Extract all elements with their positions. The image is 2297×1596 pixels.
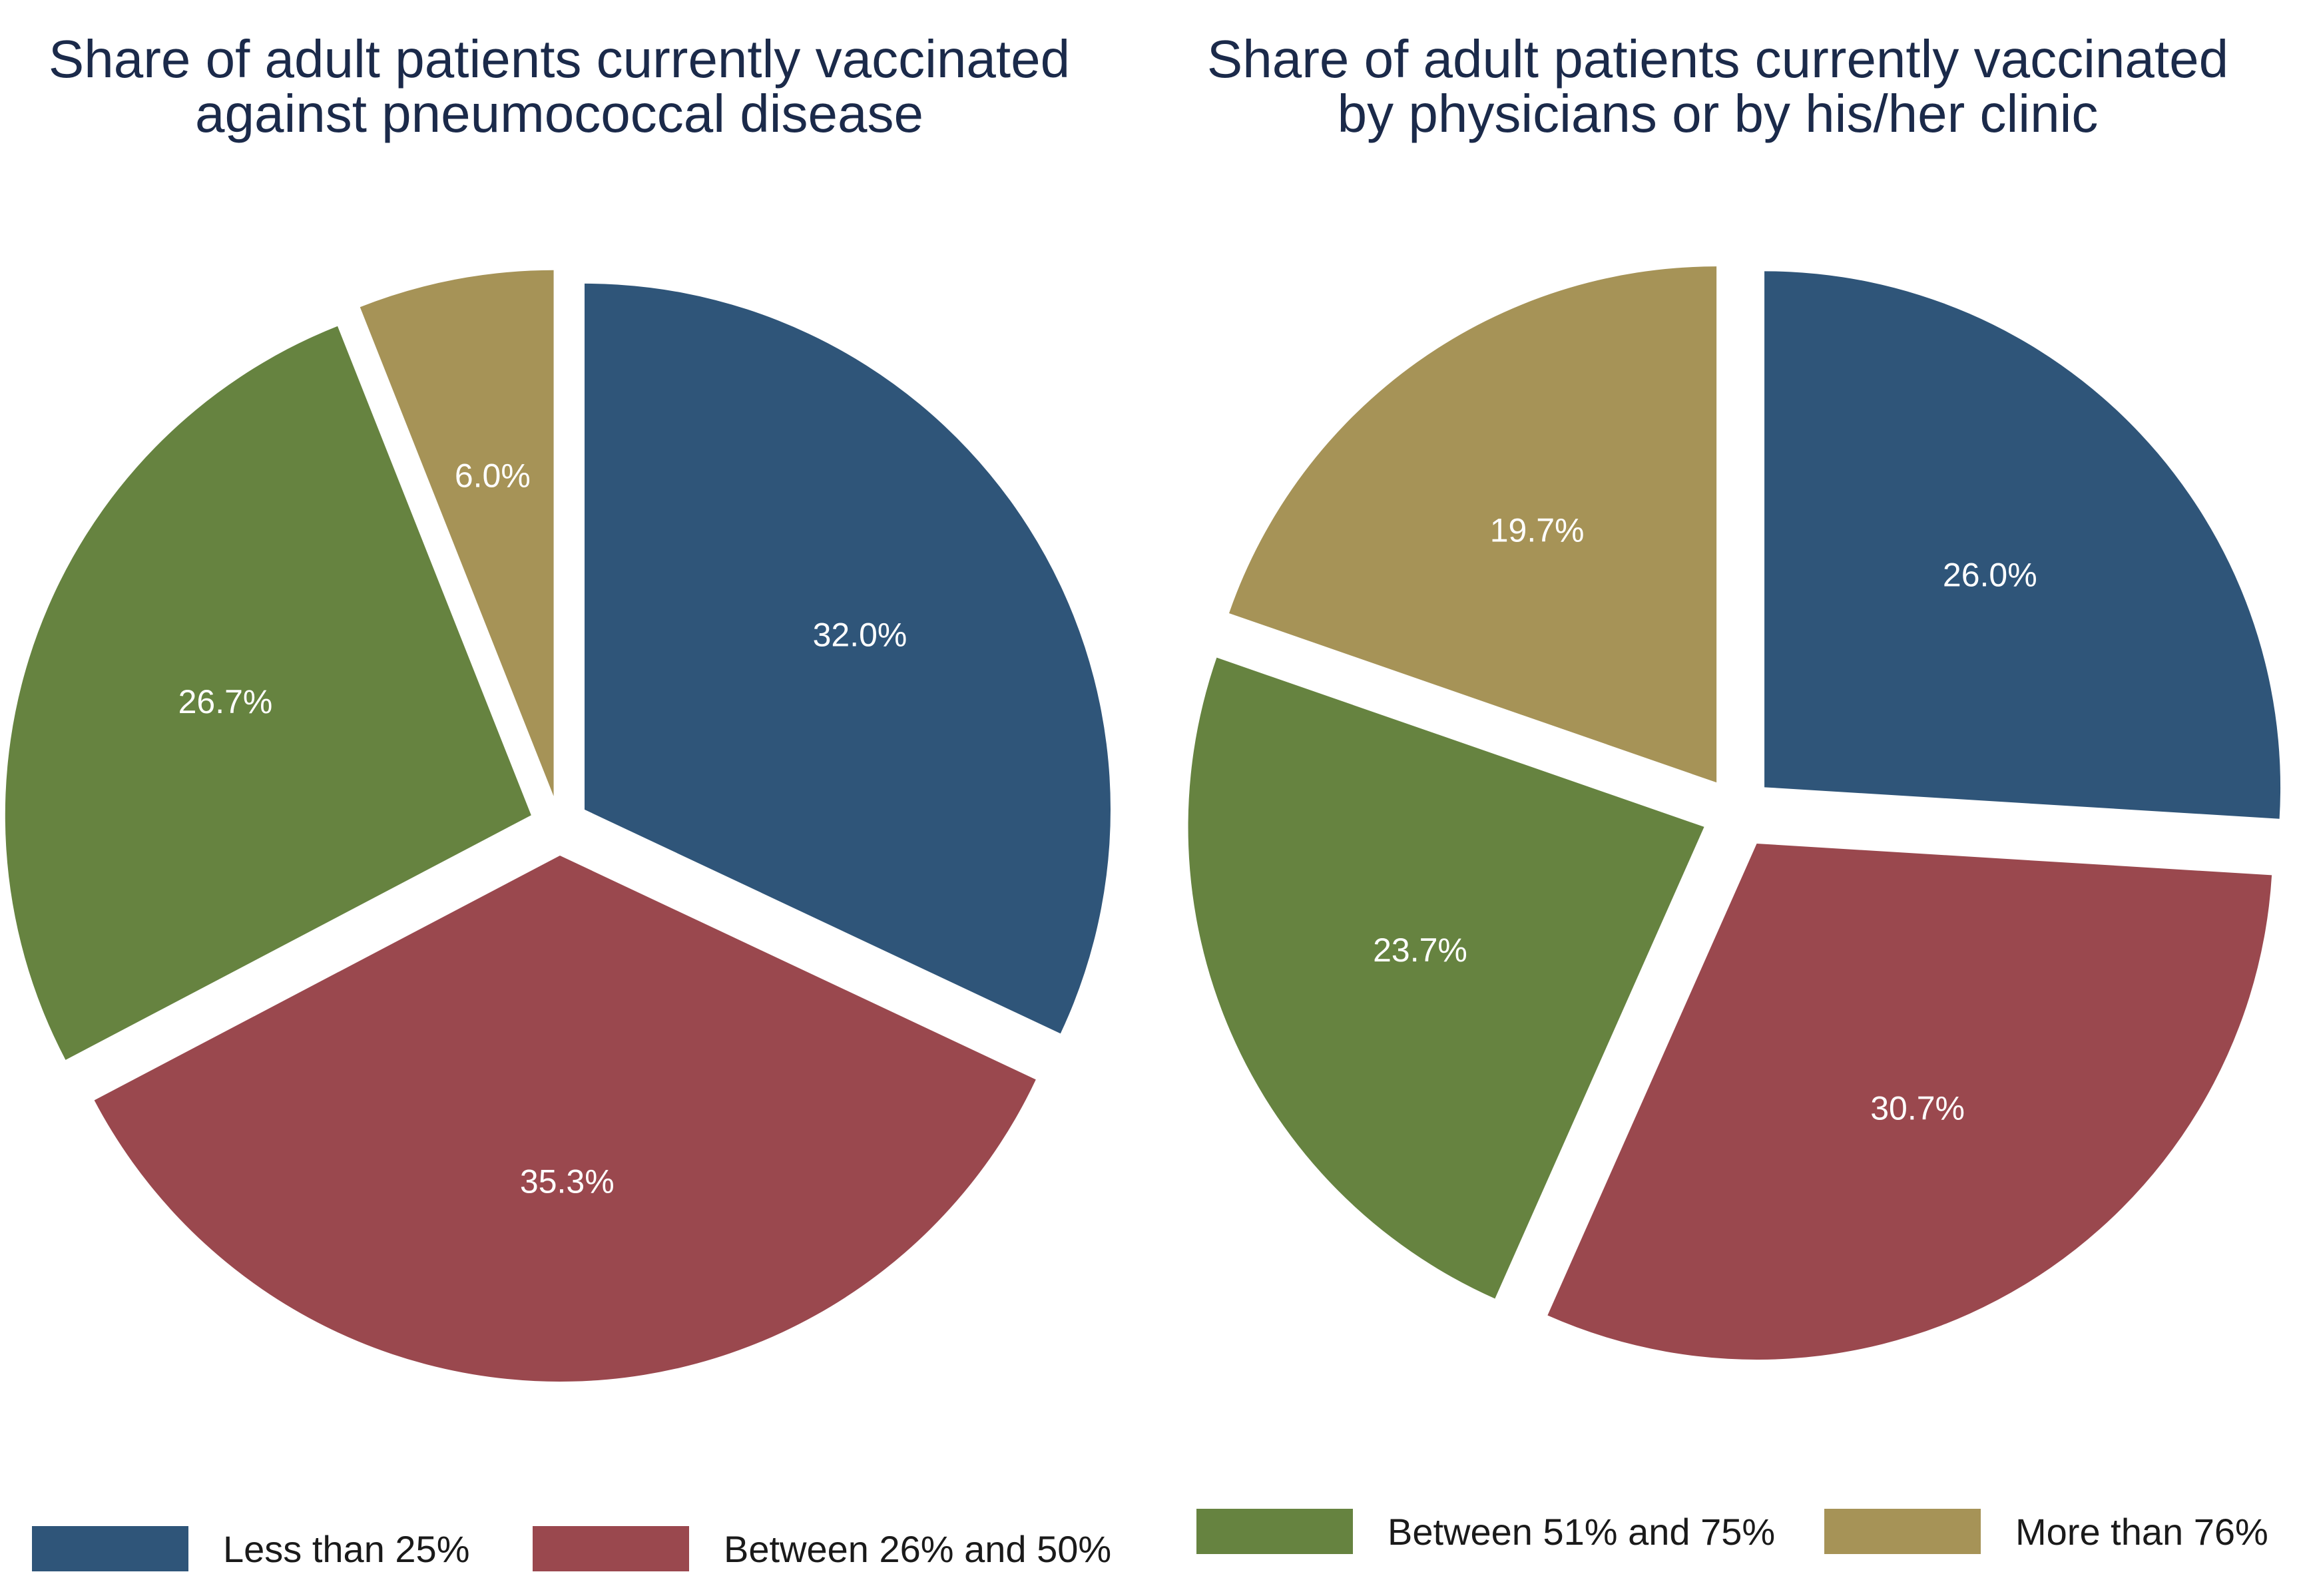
pie-right-slice-between-26-50 bbox=[1547, 844, 2272, 1360]
left-chart-title-line1: Share of adult patients currently vaccin… bbox=[48, 29, 1071, 89]
legend-swatch-less-than-25 bbox=[32, 1526, 188, 1571]
legend-swatch-between-51-75 bbox=[1196, 1509, 1353, 1554]
legend-item-between-51-75: Between 51% and 75% bbox=[1196, 1509, 1775, 1554]
pie-left-label-more-than-76: 6.0% bbox=[455, 457, 531, 495]
pie-left-label-between-51-75: 26.7% bbox=[178, 683, 273, 720]
pie-right-label-more-than-76: 19.7% bbox=[1490, 511, 1585, 549]
pie-left-label-between-26-50: 35.3% bbox=[520, 1163, 615, 1200]
pie-right-slice-less-than-25 bbox=[1764, 271, 2281, 819]
pie-left-slice-between-51-75 bbox=[5, 326, 531, 1060]
pie-right-slice-between-51-75 bbox=[1188, 657, 1704, 1299]
legend-swatch-more-than-76 bbox=[1824, 1509, 1981, 1554]
legend-item-less-than-25: Less than 25% bbox=[32, 1526, 469, 1571]
left-chart-title: Share of adult patients currently vaccin… bbox=[13, 32, 1105, 141]
legend-label-more-than-76: More than 76% bbox=[2015, 1510, 2268, 1553]
pie-chart-right: 26.0% 30.7% 23.7% 19.7% bbox=[1188, 266, 2281, 1360]
pie-right-label-less-than-25: 26.0% bbox=[1943, 557, 2037, 594]
legend-label-between-26-50: Between 26% and 50% bbox=[724, 1527, 1112, 1570]
pie-left-slice-less-than-25 bbox=[584, 283, 1111, 1034]
legend-item-between-26-50: Between 26% and 50% bbox=[533, 1526, 1111, 1571]
pie-right-label-between-51-75: 23.7% bbox=[1373, 931, 1467, 969]
legend-label-between-51-75: Between 51% and 75% bbox=[1388, 1510, 1776, 1553]
left-chart-title-line2: against pneumococcal disease bbox=[194, 84, 924, 143]
pie-left-label-less-than-25: 32.0% bbox=[813, 616, 907, 653]
pie-right-slice-more-than-76 bbox=[1229, 266, 1717, 783]
right-chart-title-line2: by physicians or by his/her clinic bbox=[1337, 84, 2099, 143]
right-chart-title-line1: Share of adult patients currently vaccin… bbox=[1206, 29, 2229, 89]
pie-right-label-between-26-50: 30.7% bbox=[1870, 1089, 1965, 1127]
pie-left-slice-more-than-76 bbox=[360, 270, 554, 796]
pie-left-slice-between-26-50 bbox=[94, 855, 1036, 1382]
legend-label-less-than-25: Less than 25% bbox=[223, 1527, 470, 1570]
legend-item-more-than-76: More than 76% bbox=[1824, 1509, 2268, 1554]
right-chart-title: Share of adult patients currently vaccin… bbox=[1172, 32, 2264, 141]
pie-chart-left: 32.0% 35.3% 26.7% 6.0% bbox=[5, 270, 1111, 1382]
legend-swatch-between-26-50 bbox=[533, 1526, 689, 1571]
